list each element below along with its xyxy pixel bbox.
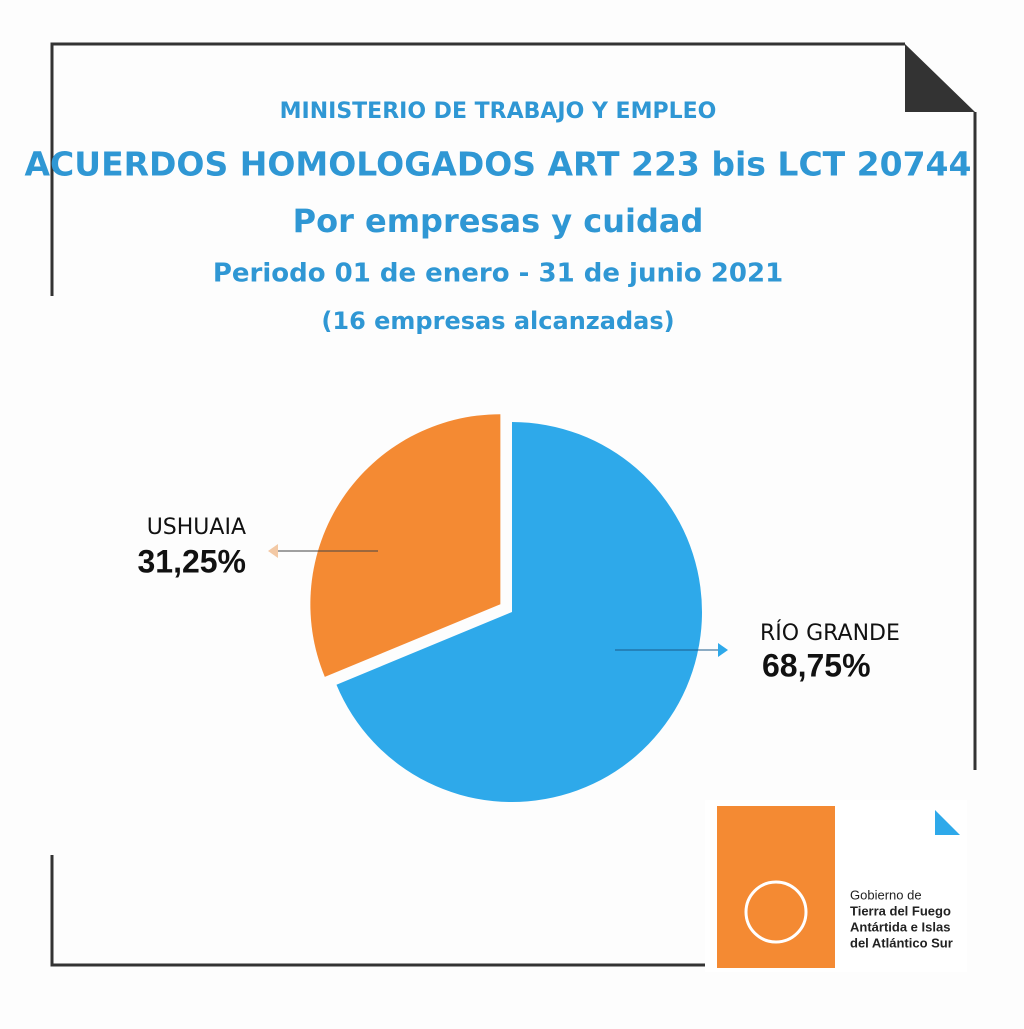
slice-label: RÍO GRANDE	[760, 620, 900, 646]
value-label: 31,25%	[137, 543, 246, 579]
logo-triangle	[935, 810, 960, 835]
period: Periodo 01 de enero - 31 de junio 2021	[213, 259, 783, 289]
slice-label: USHUAIA	[147, 515, 246, 540]
ministry: MINISTERIO DE TRABAJO Y EMPLEO	[280, 99, 717, 124]
arrow-head	[718, 643, 728, 657]
logo-line: Antártida e Islas	[850, 919, 950, 934]
logo-emblem	[744, 880, 808, 944]
pie-slice	[336, 422, 702, 803]
logo-line: Gobierno de	[850, 887, 922, 902]
folded-corner	[905, 44, 975, 112]
logo-square	[717, 806, 835, 968]
frame	[50, 42, 977, 967]
value-label: 68,75%	[762, 647, 871, 683]
arrow-head	[268, 544, 278, 558]
subtitle: Por empresas y cuidad	[293, 202, 704, 240]
pie-slice	[310, 414, 501, 677]
title: ACUERDOS HOMOLOGADOS ART 223 bis LCT 207…	[25, 145, 972, 184]
note: (16 empresas alcanzadas)	[321, 307, 674, 335]
logo-line: Tierra del Fuego	[850, 903, 951, 918]
logo-line: del Atlántico Sur	[850, 935, 953, 950]
